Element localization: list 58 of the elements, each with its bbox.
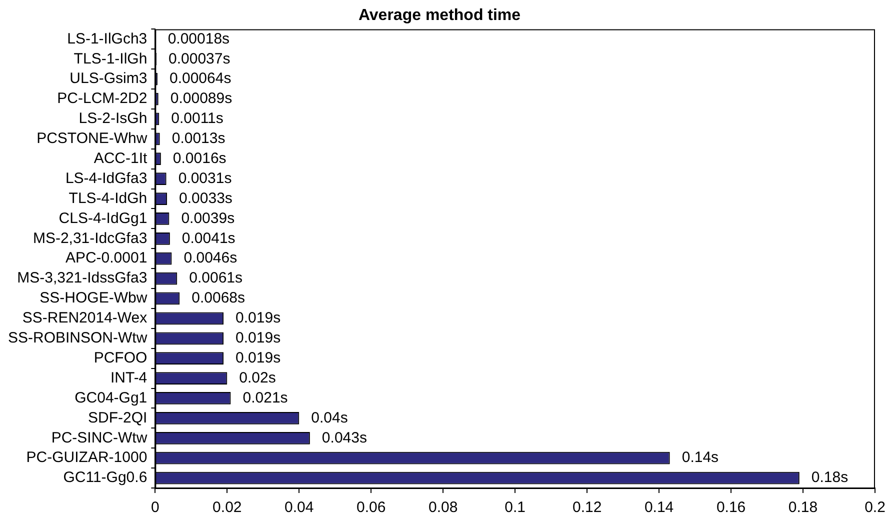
y-tick-label: LS-1-IlGch3: [67, 30, 148, 48]
y-tick-label: PCSTONE-Whw: [36, 130, 148, 148]
y-tick-label: GC04-Gg1: [74, 389, 148, 406]
data-label: 0.0031s: [178, 170, 232, 187]
y-tick-label: APC-0.0001: [65, 250, 148, 267]
y-tick-label: SS-HOGE-Wbw: [40, 290, 148, 307]
y-tick-label: LS-2-IsGh: [78, 110, 148, 128]
y-tick-label: LS-4-IdGfa3: [65, 170, 148, 187]
data-label: 0.021s: [242, 389, 288, 406]
data-label: 0.00018s: [168, 30, 230, 48]
data-label: 0.18s: [811, 469, 848, 486]
data-label: 0.019s: [236, 349, 281, 366]
data-label: 0.019s: [236, 310, 281, 327]
data-label: 0.0033s: [179, 190, 232, 207]
y-tick-label: SS-ROBINSON-Wtw: [8, 330, 148, 347]
x-tick-label: 0.2: [864, 499, 886, 516]
x-tick-label: 0.18: [788, 499, 818, 516]
y-tick-label: ACC-1It: [94, 150, 148, 167]
data-label: 0.019s: [236, 330, 281, 347]
x-tick-label: 0.02: [212, 499, 242, 516]
y-tick-label: PC-GUIZAR-1000: [26, 449, 148, 466]
y-tick-label: TLS-4-IdGh: [68, 190, 148, 207]
x-tick-label: 0.12: [572, 499, 602, 516]
y-tick-label: TLS-1-IlGh: [74, 50, 148, 68]
data-label: 0.14s: [682, 449, 719, 466]
chart-title: Average method time: [358, 7, 521, 24]
y-tick-label: GC11-Gg0.6: [63, 469, 148, 486]
y-tick-label: PC-LCM-2D2: [57, 90, 148, 108]
data-label: 0.043s: [322, 429, 367, 446]
data-label: 0.02s: [239, 369, 276, 386]
y-tick-label: SS-REN2014-Wex: [22, 310, 148, 327]
y-tick-label: SDF-2QI: [88, 409, 148, 426]
y-tick-label: PCFOO: [94, 349, 148, 366]
data-label: 0.0013s: [172, 130, 226, 148]
data-label: 0.00037s: [168, 50, 230, 68]
x-tick-label: 0.14: [644, 499, 674, 516]
y-tick-label: CLS-4-IdGg1: [58, 210, 148, 227]
data-label: 0.0011s: [171, 110, 224, 128]
x-tick-label: 0.16: [716, 499, 746, 516]
y-tick-label: PC-SINC-Wtw: [51, 429, 148, 446]
y-tick-label: MS-2,31-IdcGfa3: [32, 230, 148, 247]
data-label: 0.0046s: [184, 250, 238, 267]
x-tick-label: 0.04: [284, 499, 314, 516]
y-tick-label: MS-3,321-IdssGfa3: [17, 270, 148, 287]
x-tick-label: 0.1: [504, 499, 526, 516]
y-tick-label: ULS-Gsim3: [70, 70, 148, 88]
y-tick-label: INT-4: [110, 369, 148, 386]
data-label: 0.00064s: [169, 70, 232, 88]
data-label: 0.0041s: [182, 230, 236, 247]
data-label: 0.0068s: [192, 290, 246, 307]
x-tick-label: 0.06: [356, 499, 386, 516]
data-label: 0.0039s: [181, 210, 235, 227]
x-tick-label: 0: [150, 499, 160, 516]
data-label: 0.04s: [311, 409, 348, 426]
data-label: 0.0061s: [189, 270, 243, 287]
data-label: 0.00089s: [170, 90, 232, 108]
x-tick-label: 0.08: [428, 499, 458, 516]
data-label: 0.0016s: [172, 150, 226, 167]
